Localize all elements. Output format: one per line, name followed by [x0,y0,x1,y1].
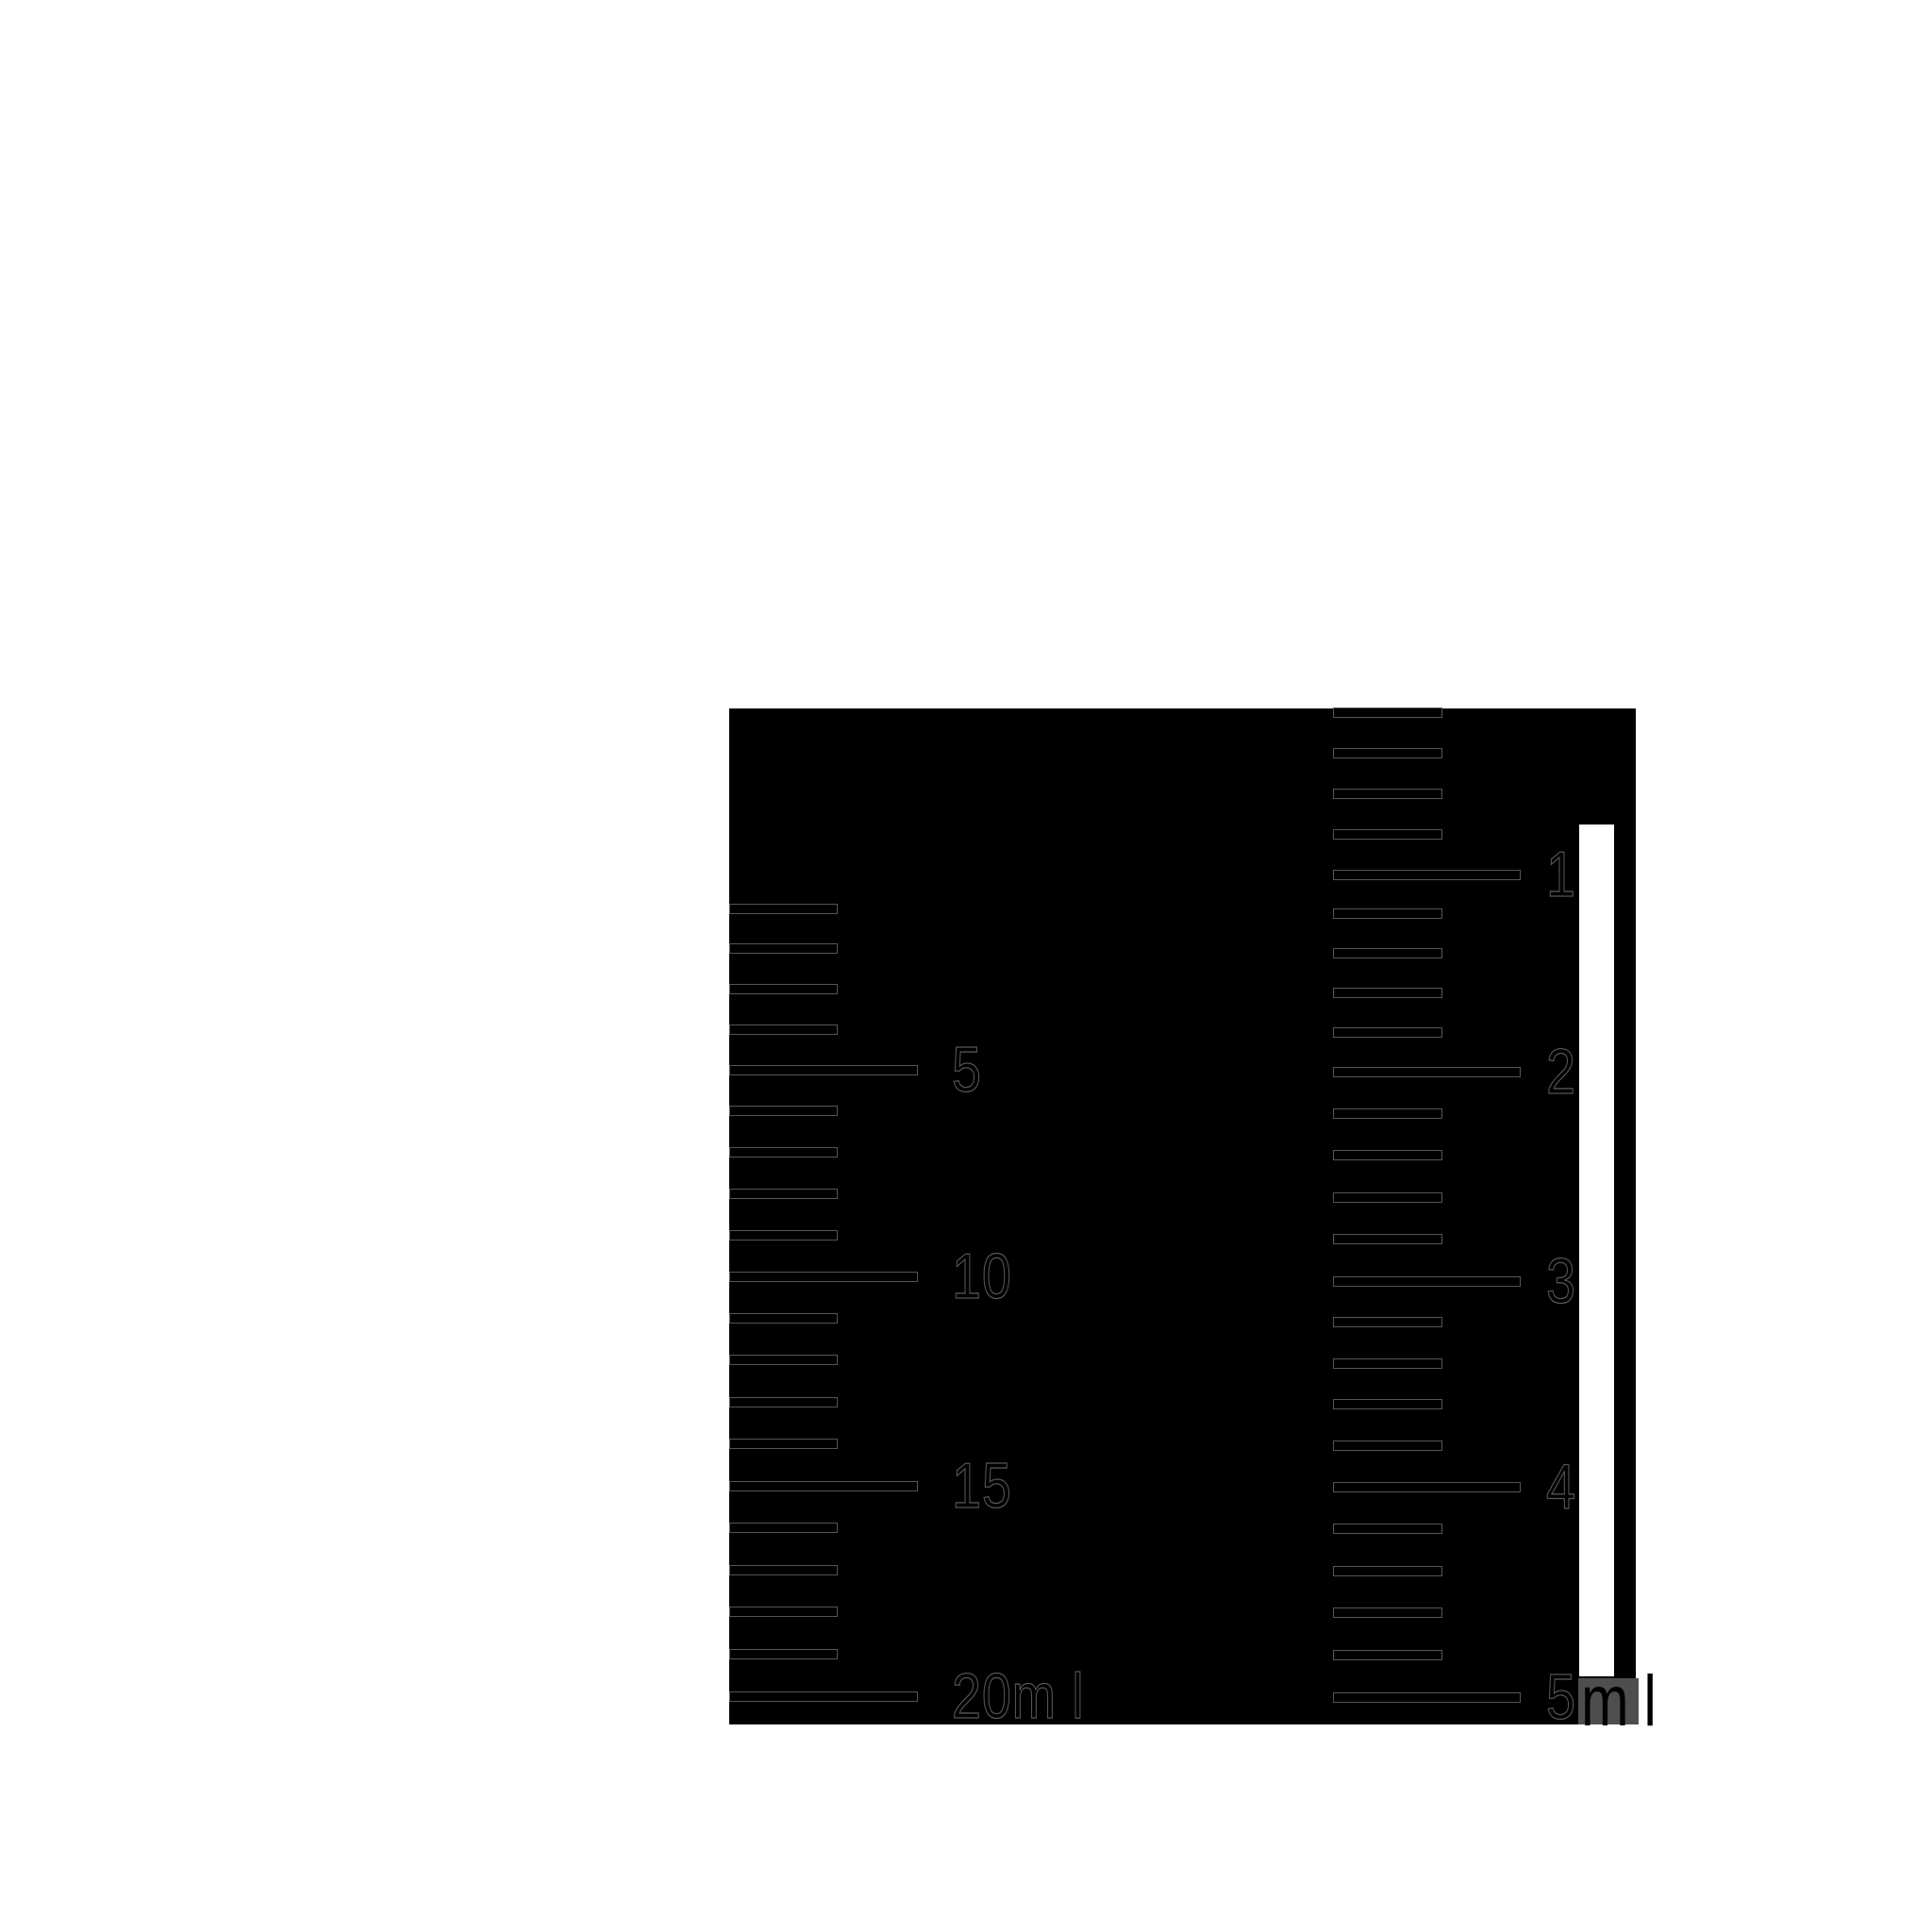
right-scale-label-5: 5 [1545,1661,1576,1733]
left-scale-tick-4 [729,1024,838,1035]
right-scale-tick-1.8 [1333,1026,1442,1038]
left-scale-tick-9 [729,1229,838,1241]
right-scale-tick-4.6 [1333,1607,1442,1619]
left-scale-tick-20 [729,1690,918,1702]
right-scale-tick-3.4 [1333,1357,1442,1369]
left-scale-tick-19 [729,1648,838,1659]
left-scale-tick-14 [729,1439,838,1450]
right-scale: 1 2 3 4 5 [729,707,1636,1730]
right-scale-tick-1.6 [1333,987,1442,998]
right-scale-tick-3.8 [1333,1440,1442,1451]
unit-label-box: m l [1578,1661,1657,1741]
left-scale-tick-5 [729,1064,918,1075]
left-scale-tick-6 [729,1106,838,1117]
right-scale-tick-2.6 [1333,1191,1442,1203]
left-scale-tick-17 [729,1564,838,1575]
right-scale-label-4: 4 [1545,1451,1576,1523]
unit-m-label: m [1581,1661,1629,1741]
left-scale-tick-10 [729,1271,918,1282]
right-scale-tick-4.4 [1333,1565,1442,1576]
right-scale-tick-2.2 [1333,1108,1442,1119]
left-scale-label-5: 5 [951,1034,982,1106]
left-scale-tick-12 [729,1355,838,1366]
right-scale-label-1: 1 [1545,839,1576,910]
left-scale-tick-16 [729,1523,838,1534]
left-scale-tick-2 [729,943,838,955]
left-scale-tick-1 [729,903,838,914]
right-scale-tick-3 [1333,1275,1521,1287]
right-scale-tick-3.6 [1333,1399,1442,1410]
right-scale-label-2: 2 [1545,1036,1576,1108]
right-scale-tick-5 [1333,1691,1521,1703]
syringe-barrel-strip [1579,824,1614,1676]
black-panel: 5 10 15 20m l 1 2 3 4 5 m l [729,707,1657,1741]
left-scale-tick-11 [729,1312,838,1324]
unit-l-label: l [1643,1661,1657,1741]
right-scale-tick-2.8 [1333,1234,1442,1245]
right-scale-tick-1.2 [1333,908,1442,920]
right-scale-tick-2 [1333,1066,1521,1077]
right-scale-tick-0.8 [1333,828,1442,840]
left-scale-label-10: 10 [951,1241,1012,1312]
right-scale-tick-0.6 [1333,788,1442,799]
left-scale-label-20: 20m l [951,1660,1085,1732]
left-scale-tick-3 [729,984,838,994]
left-scale-tick-7 [729,1147,838,1158]
right-scale-label-3: 3 [1545,1245,1576,1317]
left-scale-tick-8 [729,1188,838,1199]
right-scale-tick-4.2 [1333,1524,1442,1535]
right-scale-tick-1.4 [1333,948,1442,959]
left-scale-tick-13 [729,1396,838,1407]
right-scale-tick-3.2 [1333,1317,1442,1328]
right-scale-tick-0.4 [1333,747,1442,758]
left-scale-tick-15 [729,1480,918,1491]
right-scale-tick-0.2 [1333,707,1442,718]
right-scale-tick-4 [1333,1481,1521,1492]
left-scale-tick-18 [729,1607,838,1618]
right-scale-tick-4.8 [1333,1649,1442,1660]
left-scale: 5 10 15 20m l [729,708,1636,1729]
right-scale-tick-1 [1333,869,1521,880]
left-scale-label-15: 15 [951,1450,1012,1522]
right-scale-tick-2.4 [1333,1150,1442,1161]
